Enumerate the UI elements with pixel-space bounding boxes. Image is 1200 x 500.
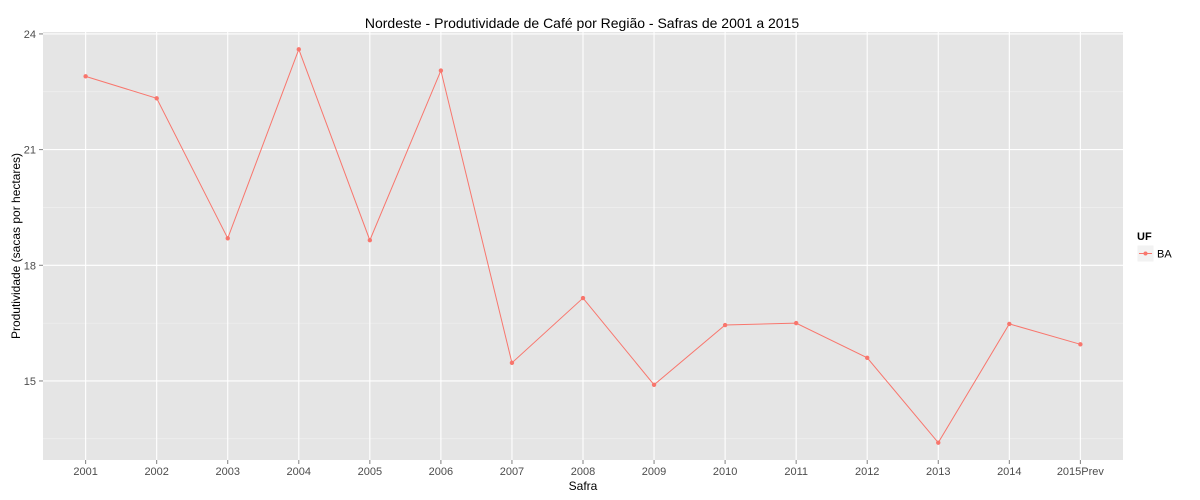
y-axis-title: Produtividade (sacas por hectares): [9, 153, 23, 339]
y-tick-label: 24: [24, 29, 36, 41]
x-tick-label: 2007: [500, 466, 524, 478]
legend-label-ba: BA: [1157, 249, 1172, 261]
data-point: [509, 360, 515, 366]
data-point: [83, 74, 88, 79]
legend-key-point: [1143, 251, 1148, 256]
x-tick-label: 2008: [571, 466, 595, 478]
x-tick-label: 2013: [926, 466, 950, 478]
x-tick-label: 2009: [642, 466, 666, 478]
x-axis: 2001 2002 2003 2004 2005 2006 2007 2008 2009 2010…: [73, 460, 1104, 478]
series-layer: [83, 47, 1083, 445]
x-tick-label: 2004: [287, 466, 311, 478]
legend: UF BA: [1136, 231, 1172, 263]
y-axis: 15 18 21 24: [24, 29, 43, 388]
y-tick-label: 21: [24, 145, 36, 157]
data-point: [225, 236, 230, 241]
data-point: [580, 295, 586, 301]
legend-title: UF: [1137, 231, 1152, 243]
data-point: [154, 96, 159, 101]
data-point: [651, 382, 657, 388]
x-tick-label: 2001: [73, 466, 97, 478]
x-tick-label: 2006: [429, 466, 453, 478]
data-point: [722, 322, 728, 328]
x-tick-label: 2012: [855, 466, 879, 478]
data-point: [793, 320, 799, 326]
x-tick-label: 2014: [997, 466, 1021, 478]
chart-title: Nordeste - Produtividade de Café por Reg…: [365, 15, 799, 31]
data-point: [1007, 321, 1012, 327]
y-tick-label: 15: [24, 376, 36, 388]
y-tick-label: 18: [24, 260, 36, 272]
data-point: [367, 238, 373, 243]
x-axis-title: Safra: [569, 479, 598, 493]
data-point: [865, 355, 870, 361]
x-tick-label: 2002: [144, 466, 168, 478]
grid-lines: [43, 32, 1123, 460]
data-point: [936, 440, 941, 445]
x-tick-label: 2010: [713, 466, 737, 478]
x-tick-label: 2015Prev: [1057, 466, 1105, 478]
data-point: [296, 47, 301, 52]
x-tick-label: 2011: [784, 466, 808, 478]
x-tick-label: 2005: [358, 466, 382, 478]
data-point: [1078, 342, 1083, 347]
data-point: [438, 68, 444, 73]
x-tick-label: 2003: [215, 466, 239, 478]
